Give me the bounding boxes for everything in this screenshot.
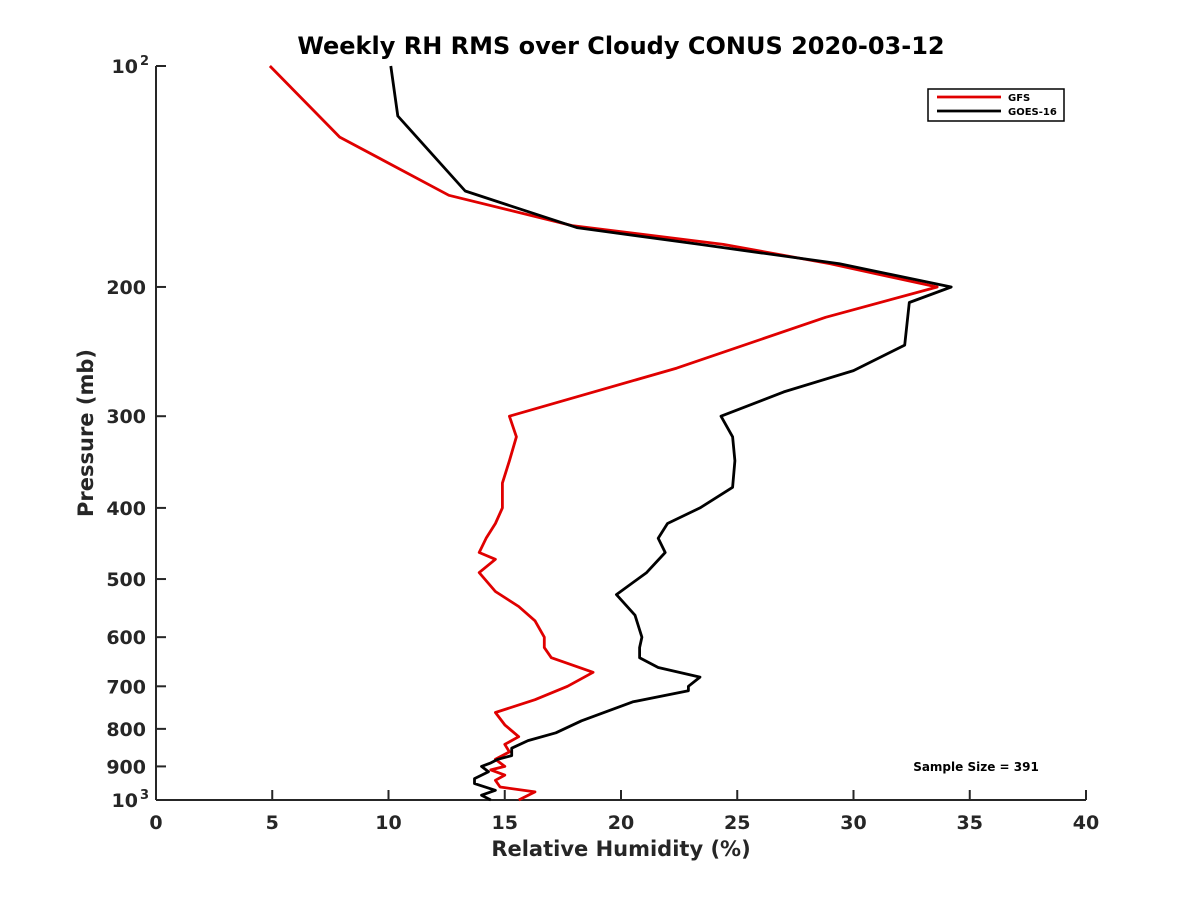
y-tick-exponent: 3 (140, 788, 149, 803)
y-tick-label: 700 (106, 676, 146, 698)
y-tick-label: 600 (106, 627, 146, 649)
sample-size-annotation: Sample Size = 391 (913, 760, 1039, 774)
x-axis-label: Relative Humidity (%) (491, 837, 750, 861)
series-line-gfs (268, 65, 939, 802)
legend-label: GOES-16 (1008, 107, 1057, 118)
x-tick-label: 15 (492, 812, 518, 834)
x-tick-label: 10 (375, 812, 401, 834)
y-tick-label: 900 (106, 756, 146, 778)
y-axis-label: Pressure (mb) (74, 349, 98, 517)
y-tick-label: 200 (106, 277, 146, 299)
y-tick-label: 10 (112, 790, 138, 812)
x-tick-label: 5 (266, 812, 279, 834)
y-tick-exponent: 2 (140, 54, 149, 69)
legend-label: GFS (1008, 93, 1030, 104)
y-tick-label: 400 (106, 498, 146, 520)
x-tick-label: 35 (957, 812, 983, 834)
legend: GFS GOES-16 (927, 88, 1065, 122)
series-group (268, 65, 953, 802)
x-tick-label: 40 (1073, 812, 1099, 834)
y-tick-label: 500 (106, 569, 146, 591)
x-tick-label: 30 (840, 812, 866, 834)
chart-title: Weekly RH RMS over Cloudy CONUS 2020-03-… (297, 32, 944, 60)
x-tick-label: 0 (149, 812, 162, 834)
x-tick-label: 20 (608, 812, 634, 834)
x-tick-label: 25 (724, 812, 750, 834)
y-tick-label: 300 (106, 406, 146, 428)
y-tick-label: 800 (106, 719, 146, 741)
legend-box (927, 88, 1065, 122)
y-tick-label: 10 (112, 56, 138, 78)
series-line-goes-16 (389, 65, 953, 802)
